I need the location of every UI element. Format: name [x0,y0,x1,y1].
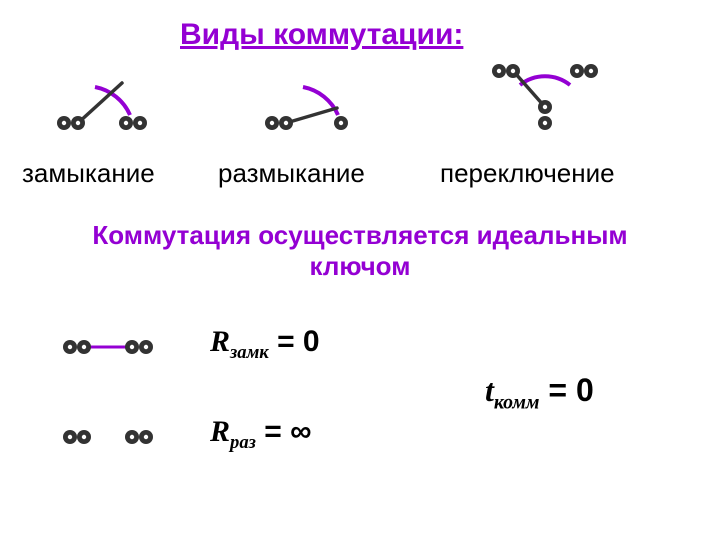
formula-r_closed: Rзамк = 0 [210,325,320,364]
switch-diagram-opening [258,75,388,165]
formula-r_open: Rраз = ∞ [210,415,311,454]
switch-diagram-closing [50,75,180,165]
subtitle: Коммутация осуществляется идеальным ключ… [90,220,630,282]
state-diagram-closed [60,335,160,359]
switch-label-closing: замыкание [22,158,155,189]
page-title: Виды коммутации: [180,18,463,52]
switch-diagram-switching [485,55,615,145]
formula-t_comm: tкомм = 0 [485,372,594,414]
switch-label-opening: размыкание [218,158,365,189]
switch-label-switching: переключение [440,158,615,189]
state-diagram-open [60,425,160,449]
